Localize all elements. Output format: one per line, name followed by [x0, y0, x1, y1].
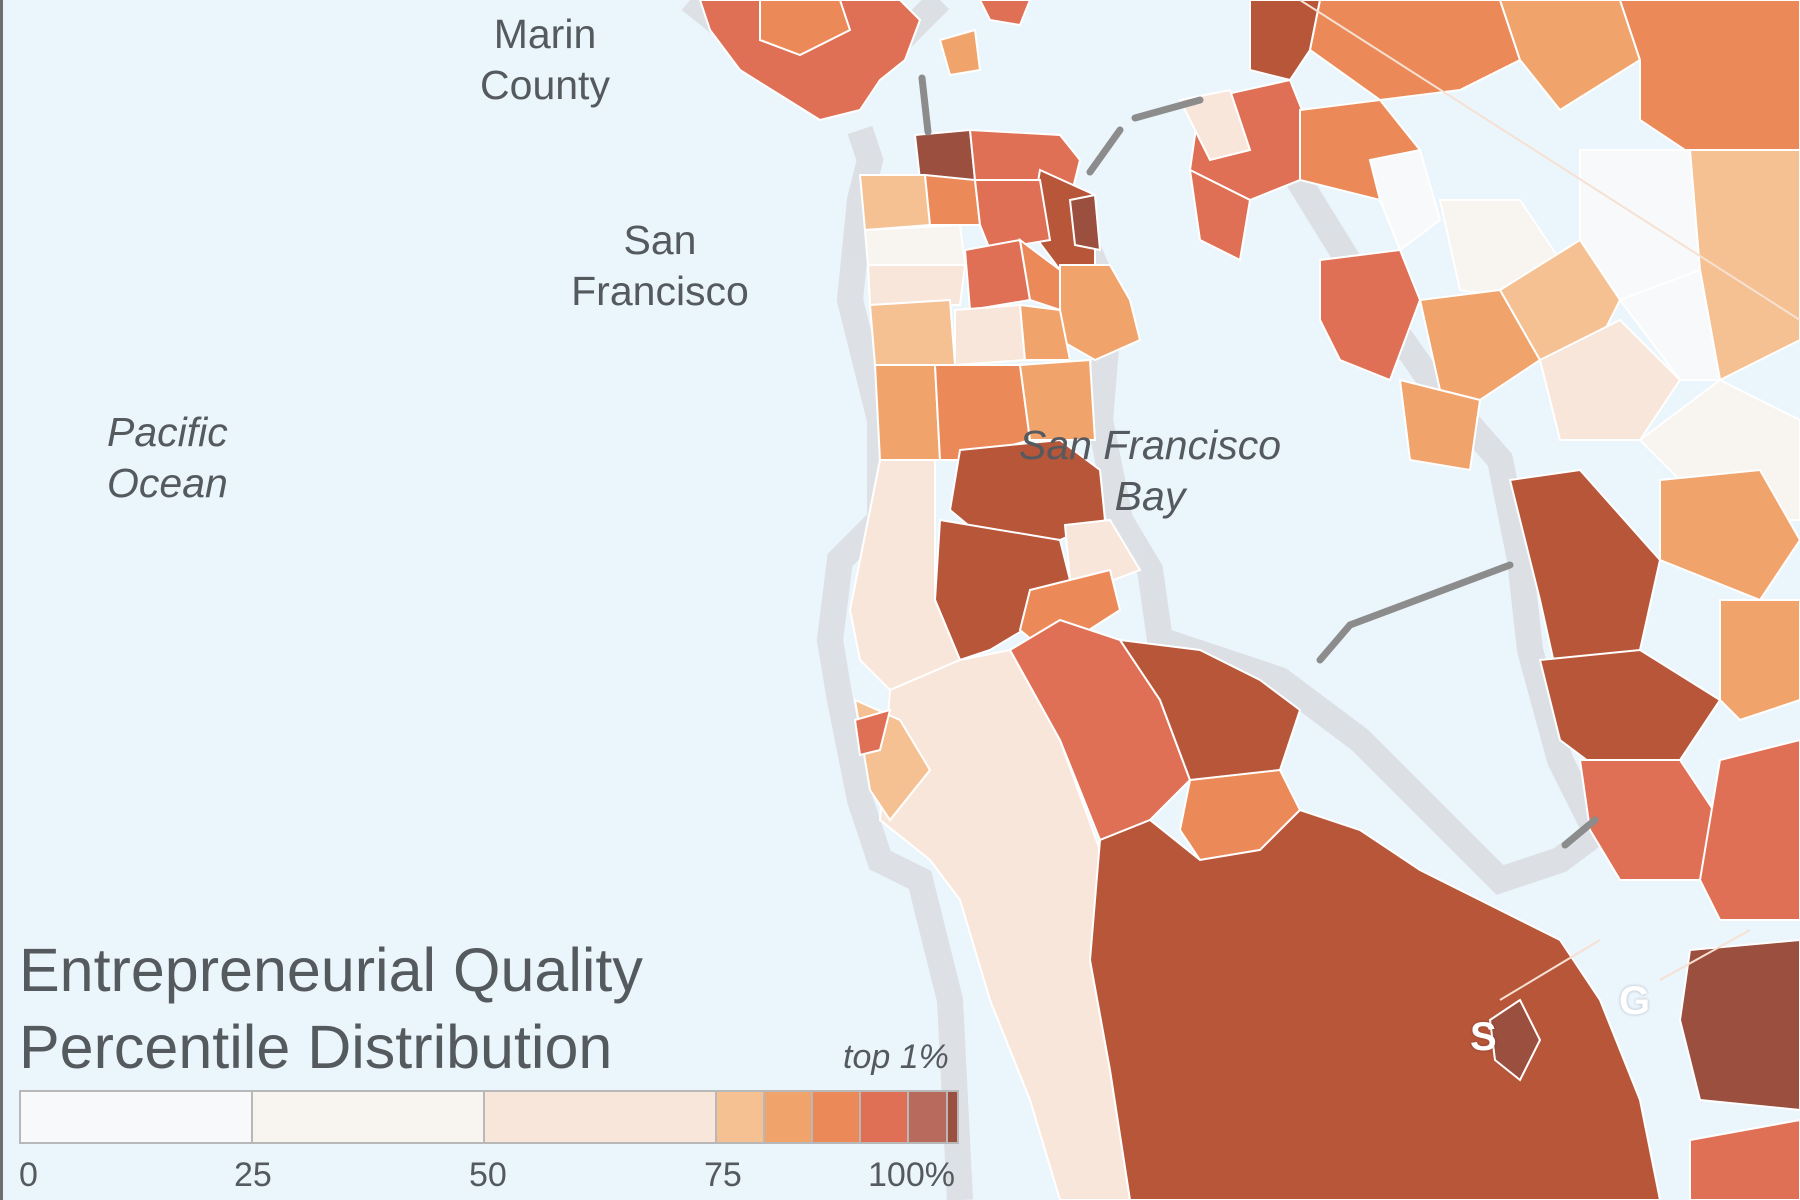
- legend-bin-50-75: [485, 1092, 717, 1142]
- legend-tick-100: 100%: [868, 1156, 955, 1194]
- legend-color-scale: [19, 1090, 959, 1144]
- region-san-mateo: [853, 618, 1800, 1200]
- legend-bin-25-50: [253, 1092, 485, 1142]
- marin-county-label: Marin County: [480, 11, 610, 109]
- region-east-bay: [1178, 0, 1800, 1112]
- legend-title: Entrepreneurial Quality Percentile Distr…: [19, 932, 643, 1086]
- pacific-ocean-label: Pacific Ocean: [107, 409, 228, 507]
- boundary-lines: [918, 74, 1599, 849]
- legend-title-line2: Percentile Distribution: [19, 1013, 613, 1081]
- legend-bin-95-99: [909, 1092, 948, 1142]
- legend-title-line1: Entrepreneurial Quality: [19, 936, 643, 1004]
- legend-bin-99-100: [947, 1092, 957, 1142]
- legend-tick-0: 0: [19, 1156, 38, 1194]
- legend-bin-80-85: [765, 1092, 813, 1142]
- legend-bin-0-25: [21, 1092, 253, 1142]
- thin-lines: [1299, 0, 1800, 1001]
- region-marin: [698, 0, 1032, 122]
- legend-top-label: top 1%: [843, 1038, 949, 1076]
- marker-s: S: [1470, 1015, 1497, 1059]
- legend-tick-50: 50: [469, 1156, 507, 1194]
- marker-g: G: [1619, 979, 1651, 1023]
- left-border: [0, 0, 3, 1200]
- san-francisco-bay-label: San Francisco Bay: [1018, 422, 1282, 520]
- legend-bin-85-90: [813, 1092, 861, 1142]
- legend-bin-90-95: [861, 1092, 909, 1142]
- region-san-francisco: [848, 128, 1142, 692]
- legend-tick-25: 25: [234, 1156, 272, 1194]
- legend-bin-75-80: [717, 1092, 765, 1142]
- legend-tick-75: 75: [704, 1156, 742, 1194]
- san-francisco-label: San Francisco: [571, 217, 749, 315]
